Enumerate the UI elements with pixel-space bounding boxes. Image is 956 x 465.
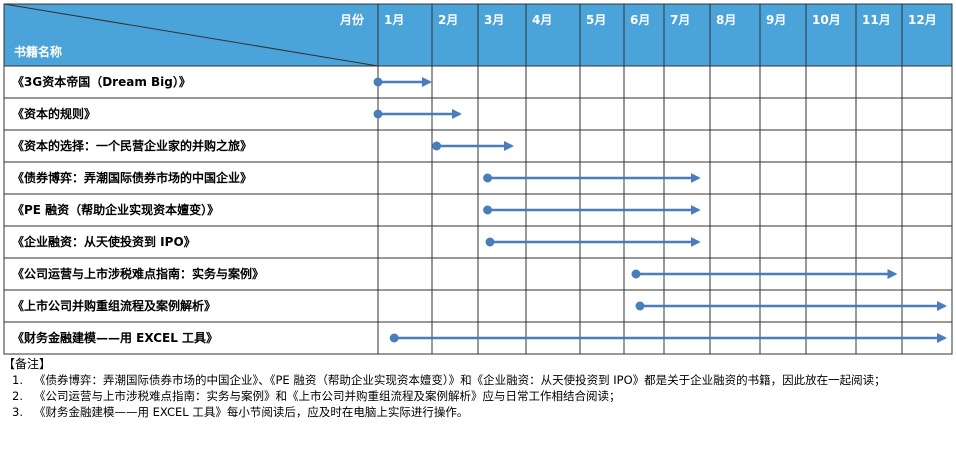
month-header: 8月 [716, 13, 736, 27]
schedule-start-dot [485, 237, 495, 247]
book-title: 《公司运营与上市涉税难点指南：实务与案例》 [12, 266, 264, 281]
month-header: 4月 [532, 13, 552, 27]
header-month-label: 月份 [339, 12, 365, 27]
schedule-start-dot [483, 173, 493, 183]
schedule-start-dot [631, 269, 641, 279]
month-header: 2月 [438, 13, 458, 27]
month-header: 12月 [908, 13, 937, 27]
notes-section: 【备注】 1. 《债券博弈：弄潮国际债券市场的中国企业》、《PE 融资（帮助企业… [3, 356, 951, 420]
notes-item-text: 《公司运营与上市涉税难点指南：实务与案例》和《上市公司并购重组流程及案例解析》应… [34, 389, 621, 403]
notes-item: 3. 《财务金融建模——用 EXCEL 工具》每小节阅读后，应及时在电脑上实际进… [3, 404, 951, 420]
month-header: 3月 [484, 13, 504, 27]
month-header: 1月 [384, 13, 404, 27]
notes-item-text: 《债券博弈：弄潮国际债券市场的中国企业》、《PE 融资（帮助企业实现资本嬗变）》… [34, 373, 886, 387]
month-header: 9月 [766, 13, 786, 27]
month-header: 11月 [862, 13, 891, 27]
header-book-label: 书籍名称 [14, 44, 62, 59]
notes-title: 【备注】 [3, 357, 52, 371]
schedule-start-dot [483, 205, 493, 215]
notes-item-number: 2. [12, 389, 23, 403]
notes-item: 1. 《债券博弈：弄潮国际债券市场的中国企业》、《PE 融资（帮助企业实现资本嬗… [3, 372, 951, 388]
notes-item: 2. 《公司运营与上市涉税难点指南：实务与案例》和《上市公司并购重组流程及案例解… [3, 388, 951, 404]
schedule-start-dot [389, 333, 399, 343]
month-header: 5月 [586, 13, 606, 27]
schedule-start-dot [373, 77, 383, 87]
book-title: 《PE 融资（帮助企业实现资本嬗变）》 [12, 202, 219, 217]
book-title: 《资本的规则》 [12, 106, 96, 121]
notes-item-text: 《财务金融建模——用 EXCEL 工具》每小节阅读后，应及时在电脑上实际进行操作… [34, 405, 469, 419]
book-title: 《债券博弈：弄潮国际债券市场的中国企业》 [12, 170, 252, 185]
schedule-start-dot [373, 109, 383, 119]
schedule-start-dot [432, 141, 442, 151]
book-title: 《上市公司并购重组流程及案例解析》 [12, 298, 216, 313]
book-title: 《3G资本帝国（Dream Big）》 [12, 74, 191, 89]
notes-item-number: 3. [12, 405, 23, 419]
book-title: 《资本的选择：一个民营企业家的并购之旅》 [12, 138, 252, 153]
month-header: 6月 [630, 13, 650, 27]
book-title: 《企业融资：从天使投资到 IPO》 [12, 234, 196, 249]
header-diagonal [3, 3, 379, 67]
month-header: 7月 [670, 13, 690, 27]
notes-item-number: 1. [12, 373, 23, 387]
month-header: 10月 [812, 13, 841, 27]
schedule-start-dot [635, 301, 645, 311]
book-title: 《财务金融建模——用 EXCEL 工具》 [12, 330, 218, 345]
